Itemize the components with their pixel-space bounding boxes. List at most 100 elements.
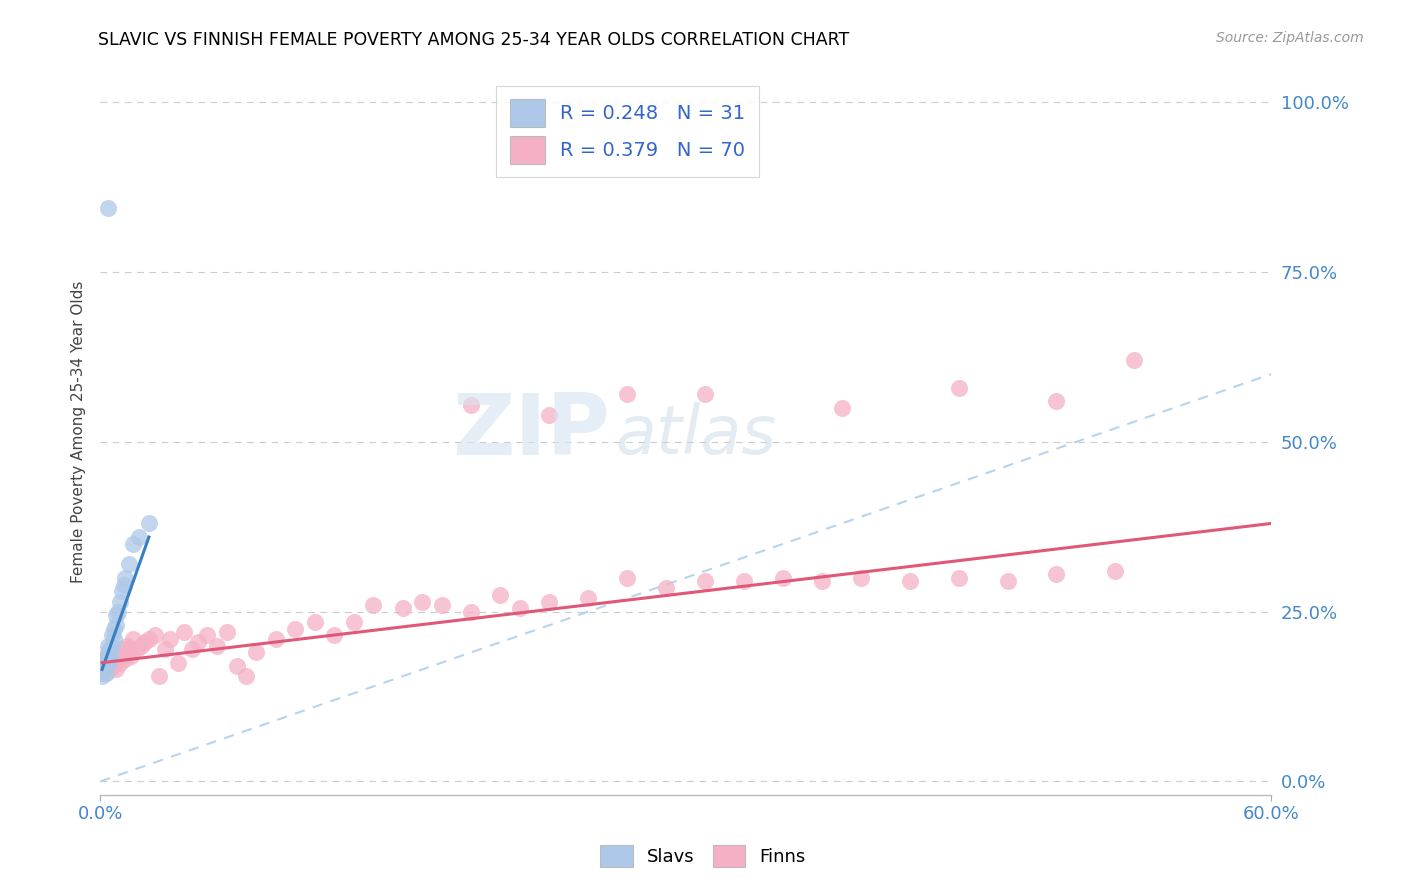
- Point: [772, 571, 794, 585]
- Point: [148, 669, 170, 683]
- Point: [235, 669, 257, 683]
- Point: [460, 605, 482, 619]
- Point: [129, 639, 152, 653]
- Point: [1123, 353, 1146, 368]
- Point: [112, 577, 135, 591]
- Point: [94, 656, 117, 670]
- Point: [159, 632, 181, 646]
- Point: [101, 652, 124, 666]
- Point: [93, 652, 115, 666]
- Point: [264, 632, 287, 646]
- Point: [180, 642, 202, 657]
- Point: [215, 625, 238, 640]
- Point: [1045, 394, 1067, 409]
- Point: [655, 581, 678, 595]
- Point: [110, 584, 132, 599]
- Point: [1045, 567, 1067, 582]
- Point: [576, 591, 599, 606]
- Point: [173, 625, 195, 640]
- Point: [110, 642, 132, 657]
- Point: [695, 387, 717, 401]
- Point: [430, 598, 453, 612]
- Point: [98, 652, 121, 666]
- Point: [107, 648, 129, 663]
- Point: [537, 408, 560, 422]
- Point: [114, 571, 136, 585]
- Point: [122, 632, 145, 646]
- Point: [94, 652, 117, 666]
- Point: [134, 635, 156, 649]
- Point: [187, 635, 209, 649]
- Point: [97, 656, 120, 670]
- Text: atlas: atlas: [616, 402, 776, 468]
- Point: [114, 652, 136, 666]
- Point: [91, 665, 114, 680]
- Point: [108, 656, 131, 670]
- Point: [363, 598, 385, 612]
- Text: ZIP: ZIP: [451, 391, 609, 474]
- Point: [167, 656, 190, 670]
- Point: [851, 571, 873, 585]
- Point: [97, 201, 120, 215]
- Point: [97, 645, 120, 659]
- Point: [138, 632, 160, 646]
- Point: [205, 639, 228, 653]
- Point: [107, 605, 129, 619]
- Point: [103, 622, 125, 636]
- Text: Source: ZipAtlas.com: Source: ZipAtlas.com: [1216, 31, 1364, 45]
- Point: [616, 571, 638, 585]
- Legend: Slavs, Finns: Slavs, Finns: [593, 838, 813, 874]
- Point: [411, 594, 433, 608]
- Point: [304, 615, 326, 629]
- Point: [343, 615, 366, 629]
- Point: [98, 663, 121, 677]
- Point: [733, 574, 755, 589]
- Point: [94, 656, 117, 670]
- Point: [104, 618, 127, 632]
- Point: [101, 659, 124, 673]
- Point: [104, 608, 127, 623]
- Point: [94, 665, 117, 680]
- Point: [225, 659, 247, 673]
- Point: [948, 381, 970, 395]
- Point: [101, 639, 124, 653]
- Point: [153, 642, 176, 657]
- Point: [616, 387, 638, 401]
- Point: [391, 601, 413, 615]
- Point: [101, 628, 124, 642]
- Point: [103, 632, 125, 646]
- Point: [143, 628, 166, 642]
- Point: [98, 648, 121, 663]
- Text: SLAVIC VS FINNISH FEMALE POVERTY AMONG 25-34 YEAR OLDS CORRELATION CHART: SLAVIC VS FINNISH FEMALE POVERTY AMONG 2…: [98, 31, 849, 49]
- Point: [104, 663, 127, 677]
- Point: [97, 639, 120, 653]
- Point: [108, 594, 131, 608]
- Point: [898, 574, 921, 589]
- Point: [197, 628, 219, 642]
- Point: [120, 648, 142, 663]
- Legend: R = 0.248   N = 31, R = 0.379   N = 70: R = 0.248 N = 31, R = 0.379 N = 70: [496, 86, 759, 178]
- Point: [97, 648, 120, 663]
- Point: [122, 537, 145, 551]
- Point: [323, 628, 346, 642]
- Point: [117, 639, 139, 653]
- Point: [460, 398, 482, 412]
- Point: [94, 665, 117, 680]
- Point: [128, 530, 150, 544]
- Point: [94, 659, 117, 673]
- Point: [509, 601, 531, 615]
- Point: [537, 594, 560, 608]
- Point: [127, 642, 149, 657]
- Point: [118, 558, 141, 572]
- Point: [93, 663, 115, 677]
- Point: [831, 401, 853, 415]
- Point: [91, 669, 114, 683]
- Point: [284, 622, 307, 636]
- Point: [997, 574, 1019, 589]
- Point: [1104, 564, 1126, 578]
- Point: [103, 656, 125, 670]
- Point: [93, 656, 115, 670]
- Point: [489, 588, 512, 602]
- Y-axis label: Female Poverty Among 25-34 Year Olds: Female Poverty Among 25-34 Year Olds: [72, 281, 86, 583]
- Point: [138, 516, 160, 531]
